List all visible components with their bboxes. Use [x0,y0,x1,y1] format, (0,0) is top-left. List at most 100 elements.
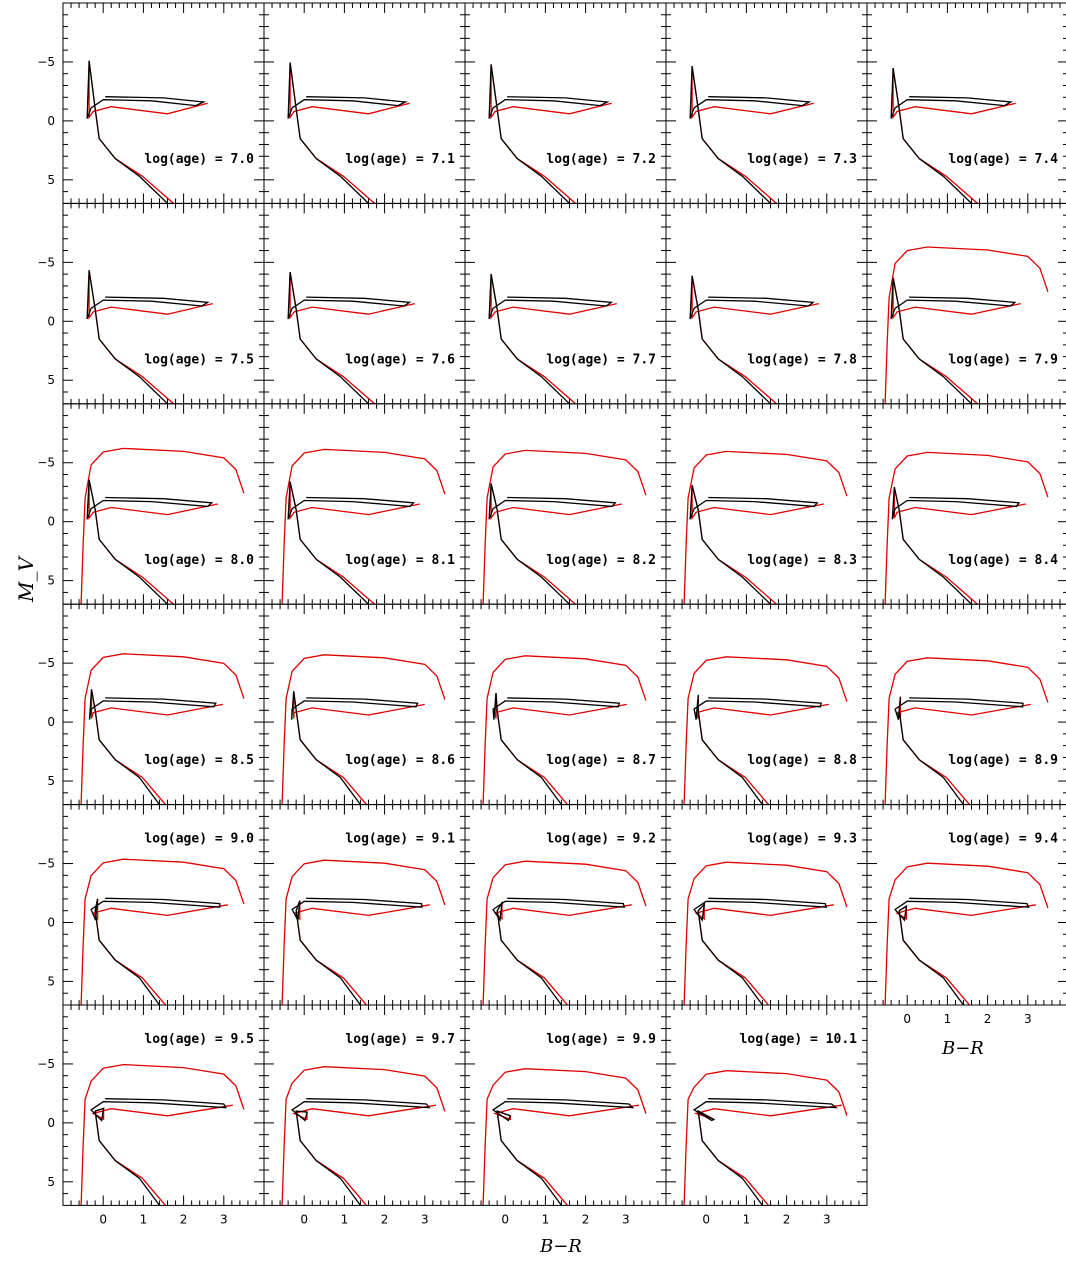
panel-7: log(age) = 7.0 [62,2,265,204]
black-isochrone-0 [291,897,423,1005]
x-axis-label-right: B−R [942,1038,984,1059]
age-label: log(age) = 8.0 [144,553,254,568]
age-label: log(age) = 8.9 [948,753,1058,768]
red-isochrone-1 [281,654,446,805]
red-isochrone-0 [694,902,834,1005]
red-isochrone-1 [281,1066,446,1206]
y-axis-label: M_V [14,557,38,602]
red-isochrone-0 [895,904,1036,1005]
red-isochrone-1 [884,451,1049,605]
red-isochrone-1 [80,653,245,805]
black-isochrone-0 [88,689,217,805]
panel-7.1: log(age) = 7.1 [263,2,466,204]
panel-9.5: log(age) = 9.5 [62,1004,265,1206]
panel-9: log(age) = 9.0 [62,804,265,1006]
age-label: log(age) = 8.4 [948,553,1058,568]
red-isochrone-0 [292,900,430,1005]
panel-9.7: log(age) = 9.7 [263,1004,466,1206]
panel-frame [665,1004,868,1206]
black-isochrone-0 [488,64,610,204]
red-isochrone-0 [490,273,617,404]
panel-frame [665,202,868,405]
panel-7.7: log(age) = 7.7 [464,202,667,405]
x-tick-label: 1 [944,1012,952,1026]
x-tick-label: 3 [1024,1012,1032,1026]
panel-7.4: log(age) = 7.4 [866,2,1066,204]
red-isochrone-0 [91,1104,233,1206]
age-label: log(age) = 9.2 [546,832,656,847]
red-isochrone-0 [289,271,415,404]
y-axis-label-text: M_V [14,557,38,602]
age-label: log(age) = 7.6 [345,352,455,367]
red-isochrone-0 [92,898,228,1005]
y-tick-label: 5 [47,574,55,588]
panel-9.2: log(age) = 9.2 [464,804,667,1006]
age-label: log(age) = 7.4 [948,152,1058,167]
panel-7.5: log(age) = 7.5 [62,202,265,405]
x-tick-label: 2 [582,1212,590,1226]
red-isochrone-1 [482,1068,647,1206]
black-isochrone-0 [287,481,415,605]
black-isochrone-0 [689,275,815,404]
age-label: log(age) = 9.4 [948,832,1058,847]
x-tick-label: 2 [180,1212,188,1226]
red-isochrone-1 [683,656,848,805]
panel-7.8: log(age) = 7.8 [665,202,868,405]
red-isochrone-0 [893,486,1026,605]
age-label: log(age) = 8.7 [546,753,656,768]
panel-frame [62,403,265,605]
x-tick-label: 3 [421,1212,429,1226]
x-tick-label: 2 [783,1212,791,1226]
panel-9.9: log(age) = 9.9 [464,1004,667,1206]
panel-8.5: log(age) = 8.5 [62,603,265,806]
age-label: log(age) = 8.8 [747,753,857,768]
black-isochrone-0 [492,897,626,1005]
black-isochrone-0 [291,691,419,805]
black-isochrone-0 [287,62,408,204]
black-isochrone-0 [291,1098,431,1206]
age-label: log(age) = 8.3 [747,553,857,568]
panel-frame [263,202,466,405]
panel-frame [866,403,1066,605]
panel-8.9: log(age) = 8.9 [866,603,1066,806]
panel-8: log(age) = 8.0 [62,403,265,605]
panel-7.9: log(age) = 7.9 [866,202,1066,405]
age-label: log(age) = 7.7 [546,352,656,367]
panel-frame [866,804,1066,1006]
black-isochrone-0 [894,696,1024,805]
panel-8.6: log(age) = 8.6 [263,603,466,806]
age-label: log(age) = 9.7 [345,1032,455,1047]
x-tick-label: 0 [903,1012,911,1026]
panel-9.4: log(age) = 9.4 [866,804,1066,1006]
x-tick-label: 2 [381,1212,389,1226]
y-tick-label: 0 [47,114,55,128]
red-isochrone-1 [281,859,446,1005]
y-tick-label: 5 [47,1175,55,1189]
y-tick-label: 0 [47,915,55,929]
x-tick-label: 1 [140,1212,148,1226]
black-isochrone-0 [86,60,207,204]
panel-8.7: log(age) = 8.7 [464,603,667,806]
panel-8.8: log(age) = 8.8 [665,603,868,806]
red-isochrone-0 [691,275,819,404]
red-isochrone-1 [683,861,848,1005]
red-isochrone-0 [695,694,829,805]
black-isochrone-0 [693,694,822,805]
age-label: log(age) = 9.1 [345,832,455,847]
x-tick-label: 0 [702,1212,710,1226]
x-tick-label: 1 [341,1212,349,1226]
panel-8.4: log(age) = 8.4 [866,403,1066,605]
red-isochrone-1 [281,448,446,605]
y-tick-label: 5 [47,774,55,788]
x-tick-label: 2 [984,1012,992,1026]
red-isochrone-1 [482,449,647,605]
black-isochrone-0 [488,483,617,605]
red-isochrone-1 [884,246,1049,404]
x-tick-label: 0 [501,1212,509,1226]
red-isochrone-0 [293,691,425,805]
y-tick-label: −5 [37,55,55,69]
x-tick-label: 3 [220,1212,228,1226]
age-label: log(age) = 8.6 [345,753,455,768]
black-isochrone-0 [891,486,1021,605]
